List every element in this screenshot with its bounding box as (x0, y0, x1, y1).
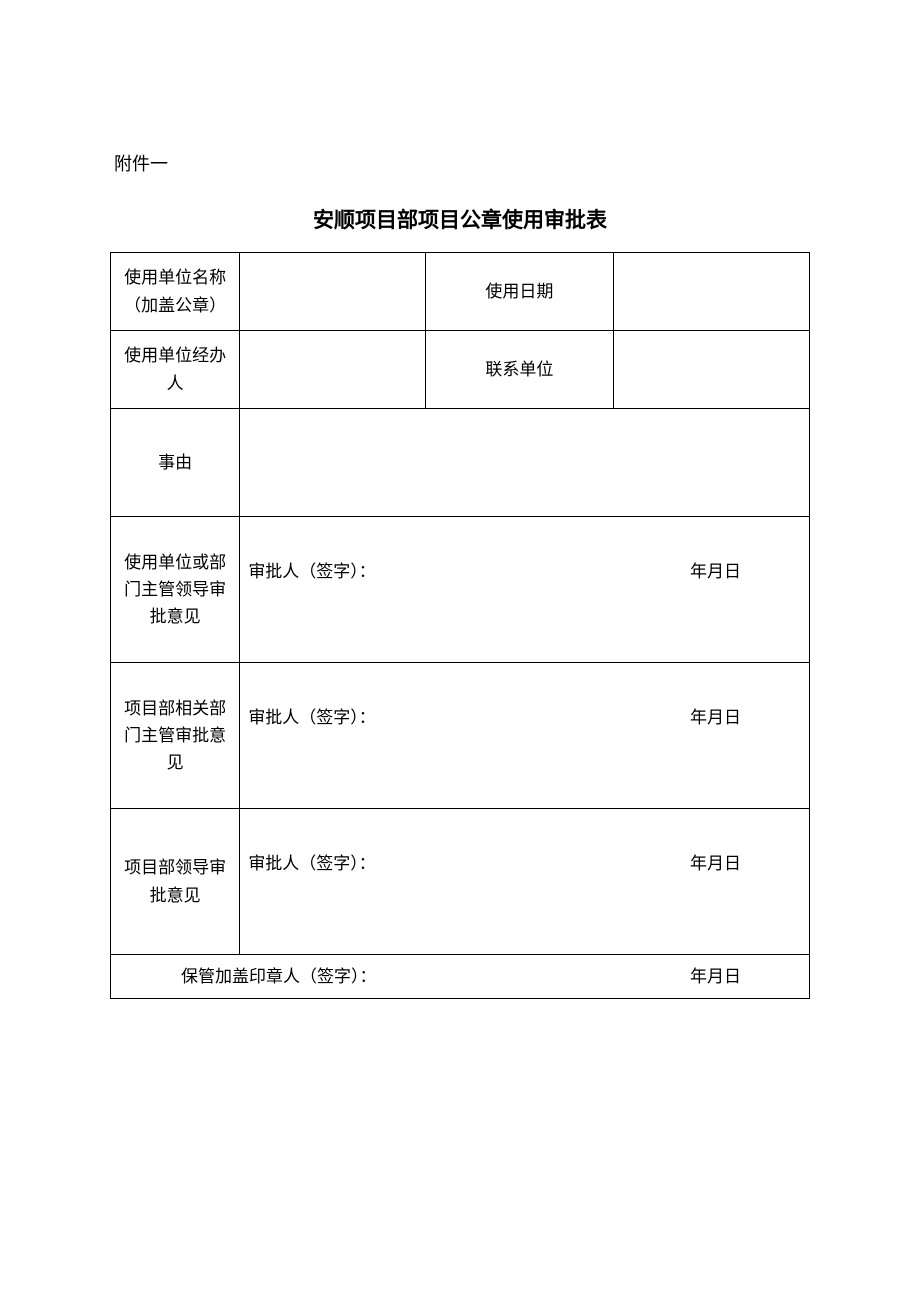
unit-name-label: 使用单位名称 （加盖公章） (111, 253, 240, 331)
contact-unit-value (614, 331, 810, 409)
use-date-label: 使用日期 (425, 253, 614, 331)
signature-label: 审批人（签字）： (248, 703, 376, 728)
contact-unit-label: 联系单位 (425, 331, 614, 409)
label-text: 门主管审批意 (124, 726, 226, 745)
unit-leader-approval-value: 审批人（签字）： 年月日 (240, 517, 810, 663)
label-text: 批意见 (150, 886, 201, 905)
table-row: 项目部相关部 门主管审批意 见 审批人（签字）： 年月日 (111, 663, 810, 809)
label-text: 项目部相关部 (124, 699, 226, 718)
label-text: 见 (167, 753, 184, 772)
dept-supervisor-approval-label: 项目部相关部 门主管审批意 见 (111, 663, 240, 809)
custodian-signature-row: 保管加盖印章人（签字）： 年月日 (111, 955, 810, 999)
table-row: 保管加盖印章人（签字）： 年月日 (111, 955, 810, 999)
label-text: 批意见 (150, 607, 201, 626)
label-text: 使用单位或部 (124, 553, 226, 572)
table-row: 项目部领导审 批意见 审批人（签字）： 年月日 (111, 809, 810, 955)
unit-name-value (240, 253, 425, 331)
table-row: 使用单位经办 人 联系单位 (111, 331, 810, 409)
approval-form-table: 使用单位名称 （加盖公章） 使用日期 使用单位经办 人 联系单位 事由 使用单位… (110, 252, 810, 999)
table-row: 使用单位或部 门主管领导审 批意见 审批人（签字）： 年月日 (111, 517, 810, 663)
form-title: 安顺项目部项目公章使用审批表 (110, 204, 810, 234)
reason-value (240, 409, 810, 517)
label-text: 使用单位经办 (124, 346, 226, 365)
table-row: 事由 (111, 409, 810, 517)
custodian-signature-label: 保管加盖印章人（签字）： (181, 955, 377, 998)
label-text: 人 (167, 374, 184, 393)
date-label: 年月日 (690, 955, 741, 998)
handler-label: 使用单位经办 人 (111, 331, 240, 409)
use-date-value (614, 253, 810, 331)
dept-supervisor-approval-value: 审批人（签字）： 年月日 (240, 663, 810, 809)
date-label: 年月日 (690, 849, 741, 874)
signature-label: 审批人（签字）： (248, 557, 376, 582)
handler-value (240, 331, 425, 409)
project-leader-approval-value: 审批人（签字）： 年月日 (240, 809, 810, 955)
label-text: 项目部领导审 (124, 858, 226, 877)
label-text: （加盖公章） (124, 296, 226, 315)
date-label: 年月日 (690, 557, 741, 582)
label-text: 门主管领导审 (124, 580, 226, 599)
label-text: 使用单位名称 (124, 268, 226, 287)
table-row: 使用单位名称 （加盖公章） 使用日期 (111, 253, 810, 331)
attachment-label: 附件一 (114, 150, 810, 176)
project-leader-approval-label: 项目部领导审 批意见 (111, 809, 240, 955)
signature-label: 审批人（签字）： (248, 849, 376, 874)
date-label: 年月日 (690, 703, 741, 728)
reason-label: 事由 (111, 409, 240, 517)
unit-leader-approval-label: 使用单位或部 门主管领导审 批意见 (111, 517, 240, 663)
